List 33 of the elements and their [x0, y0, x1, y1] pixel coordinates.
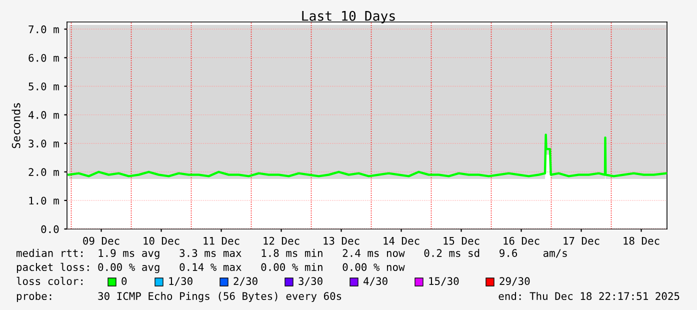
y-axis-title: Seconds	[12, 103, 20, 148]
y-tick-label: 5.0 m	[28, 82, 59, 90]
x-tick-label: 15 Dec	[444, 237, 480, 245]
x-tick-label: 14 Dec	[384, 237, 420, 245]
x-tick-label: 16 Dec	[504, 236, 540, 245]
text: packet loss: 0.00 % avg 0.14 % max 0.00 % min 0.00 % now	[16, 262, 405, 274]
text: loss color:	[16, 276, 82, 286]
x-tick-label: 11 Dec	[204, 237, 240, 245]
legend-label: 29/30	[500, 277, 530, 286]
y-tick-label: 3.0 m	[28, 140, 59, 148]
text: end: Thu Dec 18 22:17:51 2025	[498, 292, 680, 300]
text: probe: 30 ICMP Echo Pings (56 Bytes) every 60s	[16, 292, 342, 302]
y-tick-label: 4.0 m	[28, 111, 59, 119]
x-tick-label: 09 Dec	[83, 236, 120, 245]
legend-label: 1/30	[169, 277, 192, 286]
y-tick-label: 7.0 m	[28, 25, 59, 34]
legend-label: 4/30	[364, 277, 388, 286]
y-tick-label: 0.0	[41, 225, 59, 234]
x-tick-label: 13 Dec	[324, 236, 360, 245]
x-tick-label: 17 Dec	[564, 237, 600, 245]
x-tick-label: 10 Dec	[144, 236, 180, 245]
legend-label: 15/30	[429, 277, 459, 286]
x-tick-label: 18 Dec	[624, 236, 660, 245]
legend-label: 0	[122, 277, 127, 286]
chart-title: Last 10 Days	[302, 10, 395, 24]
x-tick-label: 12 Dec	[264, 236, 300, 245]
legend-label: 2/30	[234, 277, 258, 286]
line-series	[68, 134, 667, 178]
y-tick-label: 6.0 m	[28, 54, 59, 62]
text: median rtt: 1.9 ms avg 3.3 ms max 1.8 ms min 2.4 ms now 0.2 ms sd 9.6 am/s	[16, 248, 567, 260]
y-tick-label: 2.0 m	[28, 168, 59, 176]
y-tick-label: 1.0 m	[29, 196, 59, 205]
legend-label: 3/30	[298, 277, 322, 286]
